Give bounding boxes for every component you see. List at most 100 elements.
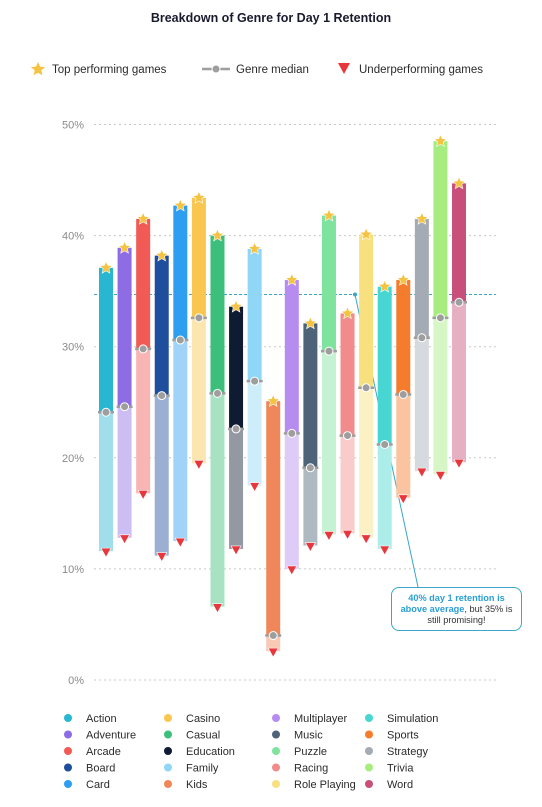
top-star xyxy=(192,190,206,204)
median-dot xyxy=(435,313,445,323)
bar-upper xyxy=(266,401,281,636)
top-star xyxy=(266,393,281,408)
median-dot xyxy=(250,376,260,386)
category-label: Strategy xyxy=(387,746,428,758)
category-swatch xyxy=(164,714,172,722)
median-dot xyxy=(305,463,315,473)
category-swatch xyxy=(272,747,280,755)
category-swatch xyxy=(272,714,280,722)
under-triangle xyxy=(249,482,261,493)
top-star xyxy=(229,299,243,313)
category-label: Action xyxy=(86,713,117,725)
category-label: Racing xyxy=(294,763,328,775)
y-tick-label: 30% xyxy=(62,342,84,354)
top-star xyxy=(247,241,262,255)
bar-upper xyxy=(414,218,429,338)
bar-lower xyxy=(396,394,411,498)
under-triangle xyxy=(304,542,316,553)
y-tick-label: 10% xyxy=(62,564,84,576)
chart-title: Breakdown of Genre for Day 1 Retention xyxy=(151,11,391,25)
median-dot xyxy=(212,388,222,398)
bar-upper xyxy=(359,234,374,388)
grid: 0% 10% 20% 30% 40% 50% xyxy=(62,120,496,687)
category-swatch xyxy=(164,730,172,739)
category-swatch xyxy=(365,714,373,722)
bar-upper xyxy=(247,248,262,382)
under-triangle xyxy=(174,537,186,548)
median-dot xyxy=(454,297,464,307)
legend-top: Top performing games xyxy=(30,62,167,76)
category-label: Kids xyxy=(186,779,208,791)
under-triangle xyxy=(267,647,279,658)
top-star xyxy=(136,211,151,225)
under-triangle xyxy=(416,467,428,478)
bar-upper xyxy=(452,183,467,303)
legend-top-label: Top performing games xyxy=(52,64,167,76)
under-triangle xyxy=(137,490,149,500)
bars xyxy=(99,141,467,652)
median-dot xyxy=(101,407,111,417)
under-triangle xyxy=(323,531,335,542)
median-dot xyxy=(361,383,371,393)
bar-lower xyxy=(247,381,262,486)
under-triangle xyxy=(397,494,409,505)
median-dot xyxy=(194,313,204,323)
under-triangle xyxy=(100,547,112,558)
category-swatch xyxy=(64,730,72,739)
top-star xyxy=(433,133,448,148)
top-star xyxy=(322,208,336,222)
top-star xyxy=(99,260,113,274)
top-star xyxy=(154,248,169,262)
callout-highlight: 40% day 1 retention is above average xyxy=(400,593,505,614)
bar-upper xyxy=(340,313,355,436)
bar-lower xyxy=(173,340,188,542)
bar-lower xyxy=(377,444,392,549)
bar-lower xyxy=(284,433,299,569)
category-label: Trivia xyxy=(387,763,414,775)
under-triangle xyxy=(156,552,168,563)
median-dot xyxy=(138,344,148,354)
top-star xyxy=(284,272,299,286)
bar-lower xyxy=(266,635,281,652)
bar-lower xyxy=(452,302,467,463)
under-triangle xyxy=(342,530,354,540)
bar-lower xyxy=(321,351,336,535)
star-icon xyxy=(30,62,46,76)
bar-lower xyxy=(136,348,151,494)
median-dot xyxy=(398,389,408,399)
legend-median-label: Genre median xyxy=(236,64,309,76)
median-dot xyxy=(287,428,297,438)
legend-median: Genre median xyxy=(202,64,309,76)
median-dot xyxy=(175,335,185,345)
category-label: Multiplayer xyxy=(294,713,348,725)
bar-upper xyxy=(99,267,113,413)
category-label: Role Playing xyxy=(294,779,356,791)
legend-under: Underperforming games xyxy=(338,63,483,76)
y-tick-label: 20% xyxy=(62,453,84,465)
bar-upper xyxy=(229,306,244,429)
under-triangle xyxy=(360,534,372,545)
bar-lower xyxy=(191,317,206,464)
category-swatch xyxy=(164,780,172,788)
y-tick-label: 40% xyxy=(62,231,84,243)
category-swatch xyxy=(365,780,373,788)
category-swatch xyxy=(272,780,280,788)
legend: Top performing games Genre median Underp… xyxy=(30,62,483,76)
median-dot xyxy=(268,631,278,641)
category-swatch xyxy=(164,747,172,755)
category-swatch xyxy=(64,780,72,788)
under-triangle xyxy=(193,460,205,470)
bar-upper xyxy=(433,141,448,318)
median-dot xyxy=(380,439,390,449)
category-label: Music xyxy=(294,730,323,742)
category-swatch xyxy=(365,763,373,772)
top-star xyxy=(396,272,411,286)
bar-upper xyxy=(136,218,151,349)
median-dot-icon xyxy=(211,64,221,74)
bar-lower xyxy=(99,412,113,552)
category-label: Adventure xyxy=(86,730,136,742)
median-dot xyxy=(157,391,167,401)
top-star xyxy=(359,227,374,241)
under-triangle xyxy=(211,603,223,614)
